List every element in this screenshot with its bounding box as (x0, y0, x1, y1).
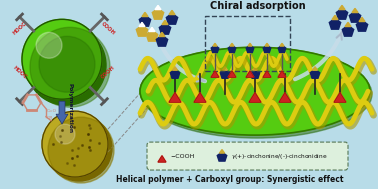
Polygon shape (279, 93, 291, 102)
Polygon shape (211, 71, 219, 77)
Polygon shape (359, 17, 365, 22)
Text: HOOC: HOOC (12, 65, 28, 80)
Text: C=O: C=O (47, 109, 57, 113)
Circle shape (42, 111, 108, 177)
Circle shape (55, 124, 75, 144)
FancyBboxPatch shape (147, 142, 348, 170)
Text: $\mathit{\gamma}$(+)-cinchonine/(-)-cinchonidine: $\mathit{\gamma}$(+)-cinchonine/(-)-cinc… (231, 152, 328, 161)
Circle shape (26, 25, 106, 105)
Polygon shape (249, 93, 261, 102)
Polygon shape (329, 18, 341, 29)
Polygon shape (142, 12, 148, 17)
Polygon shape (139, 15, 151, 26)
Text: COOH: COOH (100, 21, 116, 36)
Polygon shape (334, 93, 346, 102)
Polygon shape (332, 15, 338, 19)
Polygon shape (220, 149, 225, 153)
Polygon shape (345, 22, 351, 26)
Text: Polymerization: Polymerization (68, 83, 73, 133)
Polygon shape (169, 10, 175, 15)
Text: HOOC: HOOC (12, 21, 28, 36)
Polygon shape (158, 156, 166, 162)
Polygon shape (356, 20, 368, 31)
Polygon shape (342, 25, 354, 36)
Polygon shape (313, 67, 318, 70)
Polygon shape (213, 43, 217, 46)
Circle shape (48, 117, 114, 183)
Text: OR: OR (47, 116, 53, 120)
Polygon shape (265, 43, 269, 46)
Polygon shape (228, 45, 236, 53)
Polygon shape (352, 8, 358, 12)
Polygon shape (170, 69, 180, 78)
Polygon shape (278, 71, 286, 77)
Polygon shape (263, 45, 271, 53)
Polygon shape (162, 20, 168, 25)
Polygon shape (146, 30, 158, 41)
Polygon shape (263, 71, 271, 77)
Polygon shape (278, 45, 286, 53)
Circle shape (30, 27, 110, 107)
Polygon shape (230, 43, 234, 46)
Polygon shape (253, 67, 257, 70)
Ellipse shape (140, 47, 370, 135)
Ellipse shape (39, 36, 95, 92)
Polygon shape (250, 69, 260, 78)
Polygon shape (159, 32, 165, 36)
Polygon shape (248, 43, 252, 46)
Polygon shape (223, 67, 228, 70)
Polygon shape (246, 45, 254, 53)
Polygon shape (217, 152, 227, 161)
Polygon shape (149, 27, 155, 32)
Polygon shape (280, 43, 284, 46)
Polygon shape (172, 67, 178, 70)
Text: Chiral adsorption: Chiral adsorption (210, 1, 306, 11)
Circle shape (22, 19, 102, 99)
FancyArrow shape (56, 101, 68, 124)
Ellipse shape (142, 50, 372, 138)
Polygon shape (152, 8, 164, 19)
Polygon shape (246, 71, 254, 77)
Text: Helical polymer + Carboxyl group: Synergistic effect: Helical polymer + Carboxyl group: Synerg… (116, 174, 344, 184)
Polygon shape (211, 45, 219, 53)
Circle shape (46, 115, 112, 181)
Polygon shape (310, 69, 320, 78)
Polygon shape (156, 35, 168, 46)
Polygon shape (339, 5, 345, 10)
Polygon shape (220, 69, 230, 78)
Text: COOH: COOH (100, 65, 116, 80)
Text: −COOH: −COOH (170, 154, 194, 159)
Polygon shape (336, 8, 348, 19)
Polygon shape (159, 23, 171, 34)
Polygon shape (155, 5, 161, 10)
Circle shape (36, 32, 62, 58)
Polygon shape (194, 93, 206, 102)
Polygon shape (139, 22, 145, 26)
Polygon shape (166, 13, 178, 24)
Polygon shape (349, 11, 361, 22)
Polygon shape (228, 71, 236, 77)
Polygon shape (169, 93, 181, 102)
Polygon shape (136, 25, 148, 36)
